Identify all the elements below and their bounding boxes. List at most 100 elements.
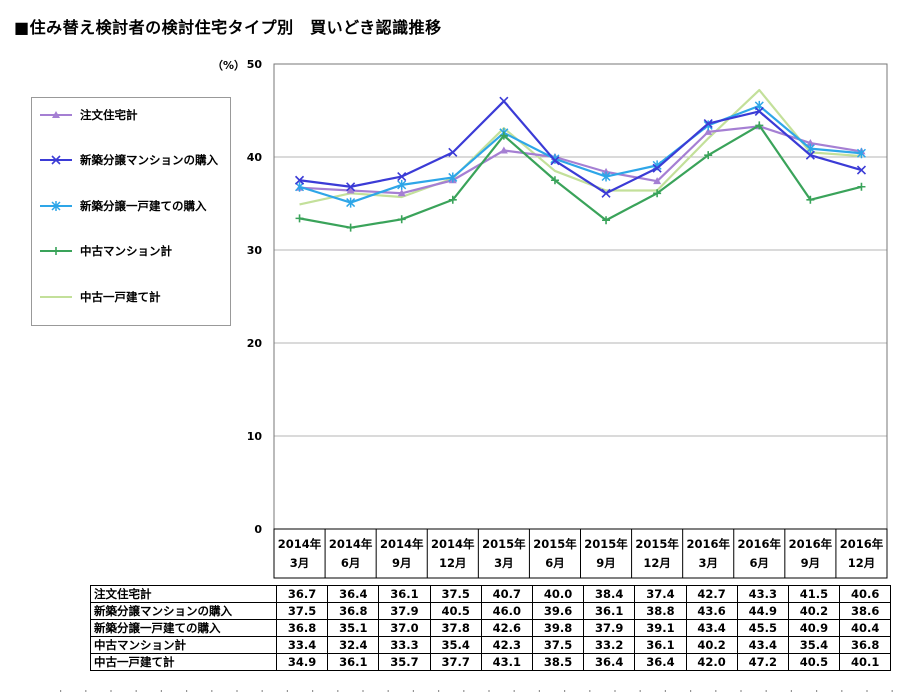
data-point	[703, 118, 713, 129]
data-point	[499, 146, 508, 154]
table-cell: 40.0	[531, 585, 585, 603]
table-cell: 40.5	[429, 602, 482, 620]
table-cell: 36.4	[327, 585, 380, 603]
series-line-5	[299, 88, 862, 206]
legend-label: 中古マンション計	[80, 244, 172, 258]
table-cell: 40.4	[839, 619, 892, 637]
table-row-label: 注文住宅計	[90, 585, 277, 603]
data-point	[346, 182, 356, 192]
table-cell: 45.5	[736, 619, 789, 637]
table-cell: 33.3	[378, 636, 431, 654]
legend-swatch	[40, 155, 72, 165]
x-tick-label-year: 2015年	[635, 537, 679, 551]
data-point	[857, 182, 866, 191]
data-point	[295, 214, 304, 223]
table-row-label: 中古一戸建て計	[90, 653, 277, 671]
table-row: 中古一戸建て計 34.9 36.1 35.7 37.7 43.1 38.5 36.4 36.4 4…	[90, 653, 892, 671]
table-cell: 39.1	[634, 619, 687, 637]
table-cell: 36.1	[327, 653, 380, 671]
table-row-label: 新築分譲マンションの購入	[90, 602, 277, 620]
data-table: 注文住宅計 36.7 36.4 36.1 37.5 40.7 40.0 38.4 37.4 42.…	[90, 585, 892, 671]
series-line-2	[299, 100, 862, 195]
legend-swatch	[40, 296, 72, 298]
x-tick-label-year: 2016年	[840, 537, 884, 551]
data-point	[601, 171, 611, 182]
table-cell: 36.7	[275, 585, 329, 603]
table-cell: 46.0	[480, 602, 533, 620]
table-cell: 43.1	[480, 653, 533, 671]
table-cell: 38.8	[634, 602, 687, 620]
data-point	[397, 215, 406, 224]
x-tick-label-year: 2014年	[380, 537, 424, 551]
data-point	[397, 179, 407, 190]
table-cell: 37.7	[429, 653, 482, 671]
data-point	[704, 127, 713, 135]
table-row: 新築分譲マンションの購入 37.5 36.8 37.9 40.5 46.0 39.6 36.1…	[90, 602, 892, 620]
table-cell: 37.0	[378, 619, 431, 637]
x-tick-label-month: 9月	[392, 556, 412, 570]
table-cell: 42.3	[480, 636, 533, 654]
table-cell: 35.1	[327, 619, 380, 637]
x-tick-label-year: 2016年	[686, 537, 730, 551]
x-tick-label-year: 2015年	[482, 537, 526, 551]
table-cell: 36.8	[327, 602, 380, 620]
data-point	[448, 172, 458, 183]
table-cell: 40.6	[839, 585, 892, 603]
line-chart: 0 10 20 30 40 50 2014年 3月 2014年 6月 2014年 9月 2014年 12月…	[247, 58, 888, 579]
data-point	[346, 186, 355, 194]
data-point	[856, 148, 866, 159]
x-tick-label-month: 3月	[698, 556, 718, 570]
x-tick-label-month: 3月	[494, 556, 514, 570]
data-point	[602, 167, 611, 175]
legend-label: 新築分譲マンションの購入	[80, 153, 218, 167]
legend-label: 中古一戸建て計	[80, 290, 161, 304]
table-cell: 35.4	[787, 636, 841, 654]
table-cell: 43.4	[685, 619, 738, 637]
data-point	[550, 156, 560, 166]
table-cell: 37.4	[634, 585, 687, 603]
y-axis-unit-label: （%）	[212, 59, 246, 72]
x-tick-label-month: 12月	[439, 556, 467, 570]
legend-swatch	[40, 201, 72, 211]
data-point	[294, 175, 305, 185]
legend-swatch-marker	[51, 201, 61, 211]
table-cell: 39.8	[531, 619, 585, 637]
legend-swatch	[40, 247, 72, 255]
legend-item: 新築分譲一戸建ての購入	[32, 196, 207, 216]
data-point	[754, 106, 764, 116]
table-cell: 40.2	[685, 636, 738, 654]
table-row-label: 新築分譲一戸建ての購入	[90, 619, 277, 637]
table-cell: 37.8	[429, 619, 482, 637]
data-point	[653, 177, 662, 185]
y-tick-label: 0	[254, 523, 262, 536]
x-tick-label-year: 2015年	[584, 537, 628, 551]
x-tick-label-month: 12月	[643, 556, 671, 570]
legend-swatch	[40, 111, 72, 118]
legend-item: 中古マンション計	[32, 241, 172, 261]
table-cell: 41.5	[787, 585, 841, 603]
series-line-1	[299, 125, 862, 195]
table-cell: 32.4	[327, 636, 380, 654]
data-point	[704, 151, 713, 160]
chart-legend: 注文住宅計新築分譲マンションの購入新築分譲一戸建ての購入中古マンション計 中古一戸…	[31, 97, 231, 326]
table-cell: 33.2	[583, 636, 636, 654]
table-cell: 36.1	[583, 602, 636, 620]
legend-swatch-marker	[51, 155, 61, 165]
x-tick-label-month: 6月	[750, 556, 770, 570]
y-tick-label: 30	[247, 244, 263, 257]
data-point	[295, 181, 305, 192]
data-point	[499, 96, 509, 106]
data-point	[397, 171, 407, 182]
data-point	[499, 131, 508, 140]
table-cell: 36.4	[583, 653, 636, 671]
table-cell: 35.7	[378, 653, 431, 671]
data-point	[448, 195, 457, 204]
legend-item: 注文住宅計	[32, 105, 138, 125]
table-cell: 36.8	[839, 636, 892, 654]
table-cell: 37.9	[583, 619, 636, 637]
table-cell: 39.6	[531, 602, 585, 620]
x-tick-label-year: 2014年	[278, 537, 322, 551]
legend-item: 中古一戸建て計	[32, 287, 161, 307]
data-point	[755, 121, 764, 130]
legend-item: 新築分譲マンションの購入	[32, 150, 218, 170]
